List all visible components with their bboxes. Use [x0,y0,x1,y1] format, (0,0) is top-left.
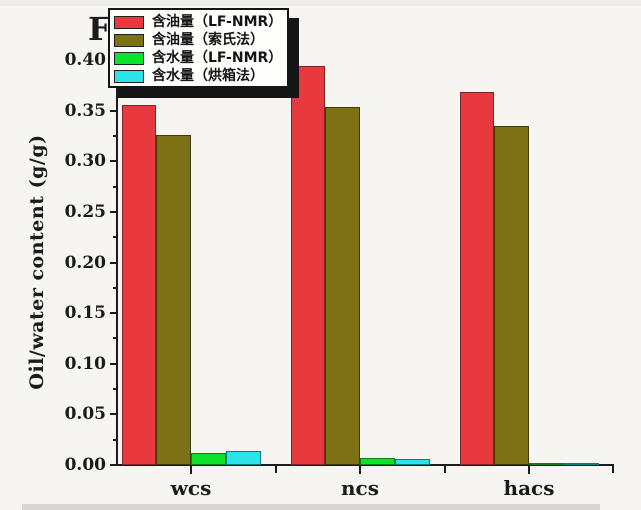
y-major-tick [110,413,118,416]
y-tick-label: 0.40 [64,50,106,70]
legend-label-water-oven: 含水量（烘箱法） [152,68,264,84]
legend-swatch-oil-soxhlet [114,33,144,47]
x-minor-tick [274,466,277,473]
bar-wcs-water-oven [225,450,261,465]
bar-hacs-water-lf-nmr [529,463,564,465]
bar-wcs-water-lf-nmr [191,452,226,466]
bar-ncs-oil-lf-nmr [290,66,326,465]
y-tick-label: 0.25 [64,201,106,222]
bar-wcs-oil-lf-nmr [121,104,157,465]
x-minor-tick [612,466,614,473]
y-major-tick [110,261,118,264]
bar-wcs-oil-soxhlet [156,134,192,465]
x-major-tick [528,466,530,474]
legend-swatch-water-oven [114,69,144,83]
y-tick-label: 0.20 [64,252,106,273]
legend-label-water-lf-nmr: 含水量（LF-NMR） [152,50,283,66]
y-axis-line [116,55,118,466]
x-category-label-hacs: hacs [503,476,555,500]
top-edge-strip [0,0,641,6]
x-minor-tick [443,466,446,473]
y-minor-tick [113,286,118,289]
legend-row-oil-soxhlet: 含油量（索氏法） [110,31,287,49]
y-major-tick [110,210,118,213]
bar-hacs-oil-soxhlet [494,125,530,465]
panel-label: F [88,10,111,48]
bottom-edge-strip [22,504,600,510]
x-major-tick [190,466,192,474]
y-tick-label: 0.10 [64,353,106,374]
x-axis-line [116,464,614,466]
y-tick-label: 0.00 [64,455,106,475]
y-major-tick [110,362,118,365]
bar-ncs-oil-soxhlet [325,106,361,465]
y-minor-tick [113,438,118,441]
bar-ncs-water-oven [394,458,430,465]
legend-swatch-water-lf-nmr [114,51,144,65]
y-tick-label: 0.15 [64,303,106,324]
x-category-label-ncs: ncs [341,476,379,500]
y-minor-tick [113,388,118,391]
y-major-tick [110,312,118,315]
legend: 含油量（LF-NMR） 含油量（索氏法） 含水量（LF-NMR） 含水量（烘箱法） [108,8,289,88]
x-major-tick [359,466,361,474]
y-tick-label: 0.35 [64,100,106,121]
y-minor-tick [113,337,118,340]
bar-hacs-water-oven [563,463,599,465]
legend-label-oil-soxhlet: 含油量（索氏法） [152,32,264,48]
y-major-tick [110,160,118,163]
y-major-tick [110,464,118,466]
y-minor-tick [113,134,118,137]
legend-row-oil-lf-nmr: 含油量（LF-NMR） [110,13,287,31]
y-major-tick [110,109,118,112]
legend-row-water-oven: 含水量（烘箱法） [110,67,287,85]
legend-row-water-lf-nmr: 含水量（LF-NMR） [110,49,287,67]
legend-label-oil-lf-nmr: 含油量（LF-NMR） [152,14,283,30]
y-minor-tick [113,185,118,188]
legend-swatch-oil-lf-nmr [114,15,144,29]
y-tick-label: 0.30 [64,151,106,172]
bar-ncs-water-lf-nmr [360,457,395,465]
bar-hacs-oil-lf-nmr [459,92,495,465]
x-category-label-wcs: wcs [170,476,212,500]
y-tick-label: 0.05 [64,404,106,425]
y-minor-tick [113,236,118,239]
